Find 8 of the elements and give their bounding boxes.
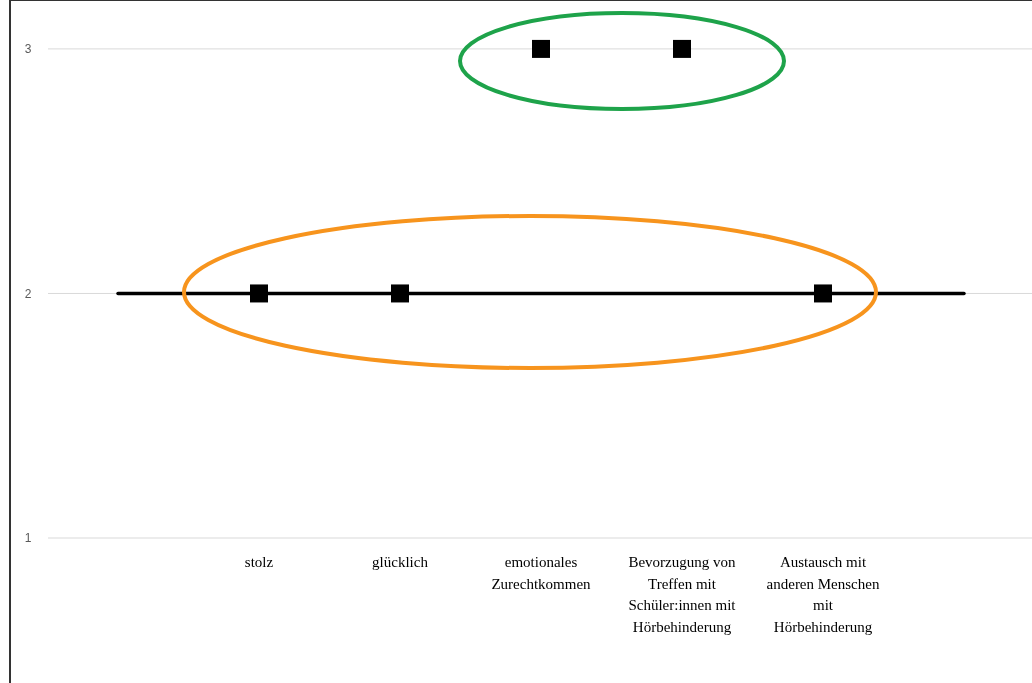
x-tick-label: Austausch mit anderen Menschen mit Hörbehinderung <box>766 554 880 635</box>
y-tick-label: 3 <box>24 42 32 57</box>
x-tick-label: glücklich <box>372 554 429 570</box>
x-tick-label: stolz <box>244 554 274 570</box>
y-tick-label: 2 <box>24 286 32 301</box>
x-tick-label: emotionales Zurechtkommen <box>491 554 592 592</box>
x-tick-label: Bevorzugung von Treffen mit Schüler:innen mit Hörbehinderung <box>628 554 737 635</box>
y-tick-label: 1 <box>24 531 32 546</box>
